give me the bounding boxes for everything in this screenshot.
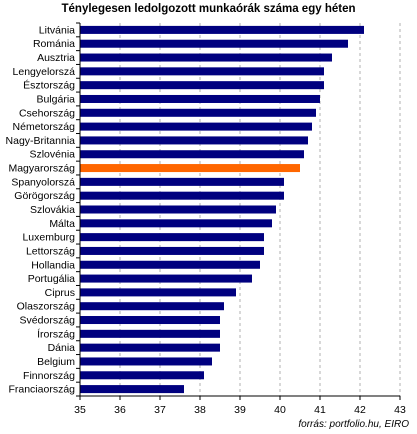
- x-tick-label: 37: [154, 404, 166, 416]
- bar: [80, 177, 284, 186]
- category-label: Svédország: [20, 315, 76, 327]
- category-label: Málta: [49, 218, 75, 230]
- chart-title: Ténylegesen ledolgozott munkaórák száma …: [61, 3, 356, 15]
- bar-highlight: [80, 164, 300, 173]
- category-labels: Litvánia Románia Ausztria LengyelorszáÉszto…: [6, 24, 76, 395]
- category-label: Szlovénia: [29, 149, 75, 161]
- category-label: Írország: [37, 327, 75, 340]
- category-label: Dánia: [48, 342, 76, 354]
- bar: [80, 260, 260, 269]
- bar: [80, 39, 348, 48]
- bar: [80, 357, 212, 366]
- axes: [76, 22, 401, 400]
- source-note: forrás: portfolio.hu, EIRO: [298, 419, 409, 430]
- bar: [80, 25, 364, 34]
- x-tick-label: 40: [274, 404, 286, 416]
- bar: [80, 53, 332, 62]
- category-label: Litvánia: [39, 24, 75, 36]
- bar: [80, 191, 284, 200]
- bar: [80, 288, 236, 297]
- category-label: Ciprus: [45, 287, 75, 299]
- category-label: Lengyelorszá: [13, 66, 76, 78]
- bar: [80, 219, 272, 228]
- x-tick-label: 42: [354, 404, 366, 416]
- bar: [80, 205, 276, 214]
- category-label: Finnország: [23, 370, 75, 382]
- bar: [80, 67, 324, 76]
- category-label: Észtország: [23, 79, 75, 92]
- bar: [80, 122, 312, 131]
- bar: [80, 316, 220, 325]
- category-label: Görögország: [14, 190, 75, 202]
- bar: [80, 150, 304, 159]
- category-label: Spanyolorszá: [11, 176, 75, 188]
- x-tick-label: 39: [234, 404, 246, 416]
- bar: [80, 246, 264, 255]
- x-tick-label: 35: [74, 404, 86, 416]
- category-label: Szlovákia: [30, 204, 75, 216]
- category-label: Nagy-Britannia: [6, 135, 76, 147]
- category-label: Németország: [13, 121, 76, 133]
- category-label: Hollandia: [31, 259, 75, 271]
- x-tick-label: 43: [394, 404, 406, 416]
- bar: [80, 274, 252, 283]
- x-tick-label: 36: [114, 404, 126, 416]
- category-label: Bulgária: [36, 93, 75, 105]
- bar: [80, 329, 220, 338]
- x-tick-label: 41: [314, 404, 326, 416]
- category-label: Magyarország: [8, 163, 75, 175]
- category-label: Ausztria: [37, 52, 75, 64]
- bar: [80, 302, 224, 311]
- bar: [80, 108, 316, 117]
- category-label: Románia: [33, 38, 75, 50]
- x-tick-labels: 35 36 37 38 39 40 41 42 43: [74, 404, 406, 416]
- category-label: Lettország: [26, 245, 75, 257]
- x-tick-label: 38: [194, 404, 206, 416]
- category-label: Olaszország: [17, 301, 76, 313]
- category-label: Luxemburg: [22, 232, 75, 244]
- category-label: Portugália: [28, 273, 75, 285]
- bar: [80, 81, 324, 90]
- bar: [80, 136, 308, 145]
- bar: [80, 343, 220, 352]
- category-label: Franciaország: [8, 384, 75, 396]
- bar: [80, 385, 184, 394]
- bars: [80, 25, 364, 394]
- category-label: Csehország: [19, 107, 75, 119]
- bar: [80, 94, 320, 103]
- bar: [80, 371, 204, 380]
- bar: [80, 233, 264, 242]
- category-label: Belgium: [37, 356, 75, 368]
